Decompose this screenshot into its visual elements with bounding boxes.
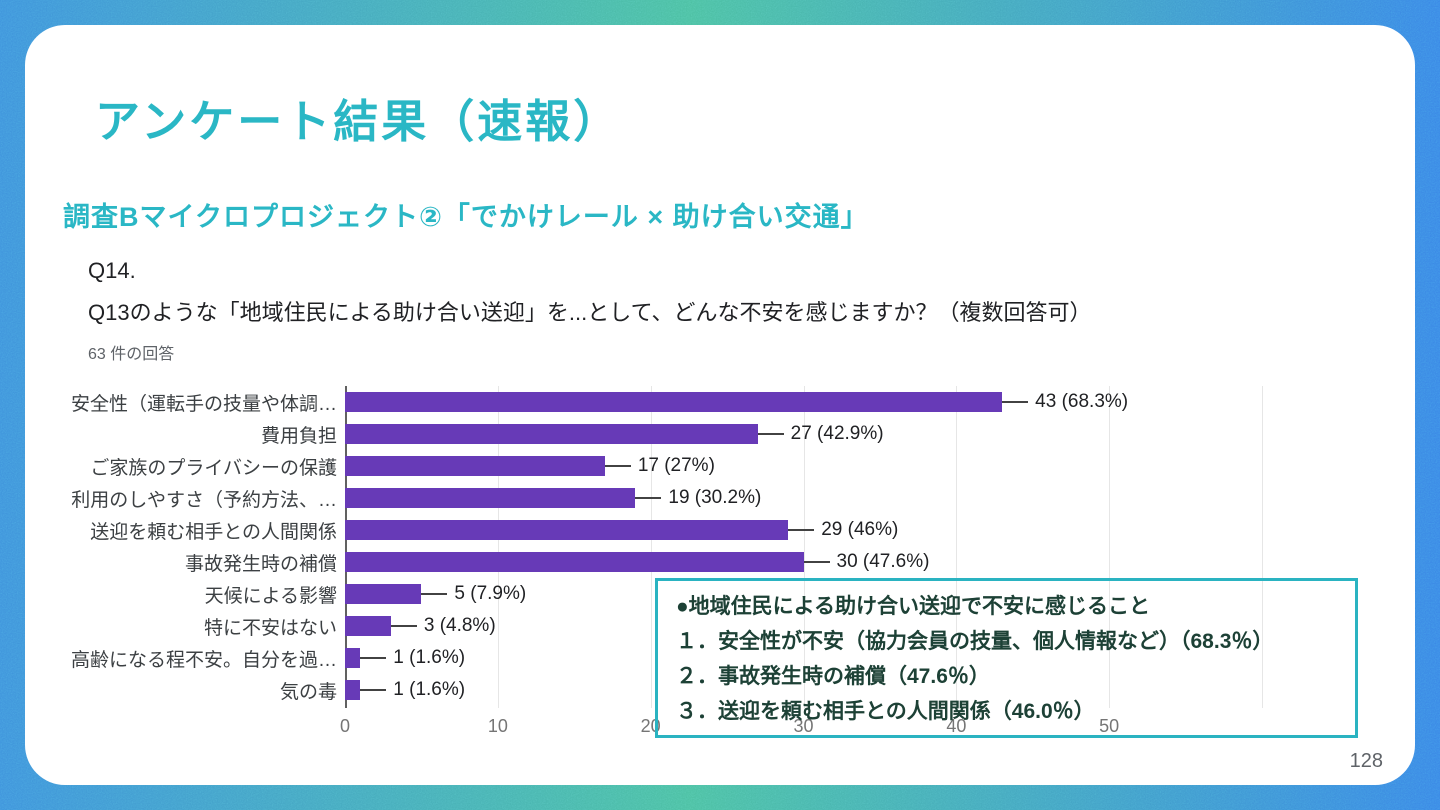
bar (345, 456, 605, 476)
category-label: 事故発生時の補償 (184, 553, 337, 575)
category-label: 送迎を頼む相手との人間関係 (90, 521, 337, 543)
slide-card: アンケート結果（速報） 調査Bマイクロプロジェクト②「でかけレール × 助け合い… (25, 25, 1415, 785)
plot-cell: 17 (27%) (345, 450, 1262, 482)
plot-cell: 19 (30.2%) (345, 482, 1262, 514)
value-annotation: 30 (47.6%) (803, 546, 930, 578)
category-label: ご家族のプライバシーの保護 (90, 457, 337, 479)
bar-row: 費用負担 27 (42.9%) (60, 418, 1360, 450)
category-label: 特に不安はない (203, 617, 337, 639)
callout-item-3: ３．送迎を頼む相手との人間関係（46.0％） (676, 700, 1095, 723)
bar (345, 616, 391, 636)
category-label: 天候による影響 (204, 585, 337, 607)
value-label: 29 (46%) (821, 519, 899, 540)
leader-line (360, 689, 387, 691)
value-annotation: 43 (68.3%) (1002, 386, 1128, 418)
x-axis-tick: 10 (487, 716, 508, 736)
value-label: 30 (47.6%) (836, 551, 930, 572)
question-text: Q13のような「地域住民による助け合い送迎」を...として、どんな不安を感じます… (88, 300, 1092, 325)
value-annotation: 17 (27%) (604, 450, 715, 482)
slide-subtitle: 調査Bマイクロプロジェクト②「でかけレール × 助け合い交通」 (63, 202, 869, 232)
leader-line (803, 561, 830, 563)
value-label: 5 (7.9%) (454, 583, 527, 604)
category-label: 費用負担 (260, 425, 337, 447)
bar (345, 552, 804, 572)
survey-question-block: Q14. Q13のような「地域住民による助け合い送迎」を...として、どんな不安… (88, 258, 1092, 364)
value-annotation: 29 (46%) (788, 514, 898, 546)
value-annotation: 1 (1.6%) (360, 674, 465, 706)
bar-chart: 安全性（運転手の技量や体調… 43 (68.3%) 費用負担 27 (42.9%) ご家… (60, 386, 1360, 746)
category-label: 利用のしやすさ（予約方法、… (71, 489, 337, 511)
bar-row: 事故発生時の補償 30 (47.6%) (60, 546, 1360, 578)
plot-cell: 43 (68.3%) (345, 386, 1262, 418)
value-label: 43 (68.3%) (1035, 391, 1129, 412)
leader-line (1002, 401, 1029, 403)
value-annotation: 1 (1.6%) (360, 642, 465, 674)
leader-line (635, 497, 662, 499)
bar (345, 488, 636, 508)
bar-row: ご家族のプライバシーの保護 17 (27%) (60, 450, 1360, 482)
plot-cell: 29 (46%) (345, 514, 1262, 546)
leader-line (360, 657, 387, 659)
slide-title: アンケート結果（速報） (95, 96, 622, 147)
plot-cell: 30 (47.6%) (345, 546, 1262, 578)
value-label: 17 (27%) (637, 455, 715, 476)
bar-row: 送迎を頼む相手との人間関係 29 (46%) (60, 514, 1360, 546)
bar-row: 安全性（運転手の技量や体調… 43 (68.3%) (60, 386, 1360, 418)
plot-cell: 27 (42.9%) (345, 418, 1262, 450)
category-label: 高齢になる程不安。自分を過… (70, 649, 337, 671)
bar (345, 584, 422, 604)
leader-line (604, 465, 631, 467)
value-label: 1 (1.6%) (393, 679, 466, 700)
callout-item-1: １．安全性が不安（協力会員の技量、個人情報など）（68.3％） (676, 630, 1274, 653)
value-annotation: 3 (4.8%) (390, 610, 496, 642)
question-number: Q14. (88, 258, 136, 283)
value-annotation: 5 (7.9%) (421, 578, 526, 610)
value-label: 19 (30.2%) (668, 487, 762, 508)
leader-line (390, 625, 417, 627)
callout-item-2: ２．事故発生時の補償（47.6％） (676, 665, 990, 688)
leader-line (421, 593, 448, 595)
page-number: 128 (1349, 750, 1383, 772)
category-label: 気の毒 (279, 681, 337, 703)
value-label: 1 (1.6%) (393, 647, 466, 668)
summary-callout-box: ●地域住民による助け合い送迎で不安に感じること １．安全性が不安（協力会員の技量… (655, 578, 1358, 738)
response-count: 63 件の回答 (88, 346, 175, 363)
callout-title: ●地域住民による助け合い送迎で不安に感じること (676, 595, 1151, 618)
bar (345, 680, 361, 700)
value-label: 27 (42.9%) (790, 423, 884, 444)
bar (345, 424, 758, 444)
leader-line (757, 433, 784, 435)
bar-row: 利用のしやすさ（予約方法、… 19 (30.2%) (60, 482, 1360, 514)
bar (345, 648, 361, 668)
bar (345, 520, 789, 540)
category-label: 安全性（運転手の技量や体調… (70, 393, 337, 415)
value-annotation: 19 (30.2%) (635, 482, 761, 514)
value-label: 3 (4.8%) (423, 615, 496, 636)
x-axis-tick: 0 (339, 716, 351, 736)
bar (345, 392, 1003, 412)
value-annotation: 27 (42.9%) (757, 418, 884, 450)
leader-line (788, 529, 815, 531)
